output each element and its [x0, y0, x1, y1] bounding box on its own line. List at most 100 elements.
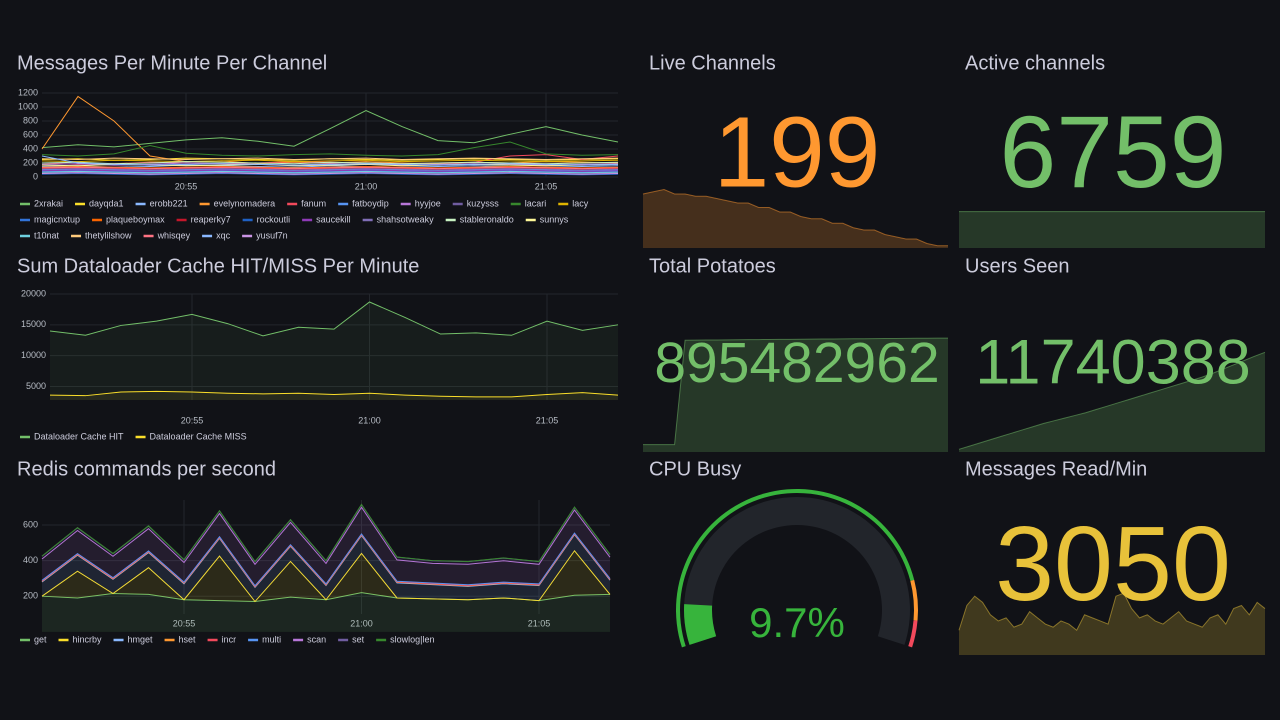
sparkline	[958, 592, 1266, 632]
y-tick-label: 800	[23, 115, 38, 125]
sparkline	[958, 351, 1266, 450]
legend-label: dayqda1	[89, 198, 124, 208]
series-line	[41, 159, 619, 163]
series-area	[42, 504, 610, 565]
gauge-threshold	[910, 579, 918, 621]
panel-title: CPU Busy	[649, 458, 741, 480]
series-line	[41, 95, 619, 165]
legend-label: Dataloader Cache HIT	[34, 431, 124, 441]
legend-label: Dataloader Cache MISS	[150, 431, 247, 441]
y-tick-label: 400	[23, 555, 38, 565]
series-line	[41, 506, 611, 566]
stat-value: 3050	[995, 505, 1231, 623]
y-tick-label: 0	[33, 171, 38, 181]
legend-label: hset	[179, 634, 197, 644]
panel-title: Messages Per Minute Per Channel	[17, 52, 327, 74]
gauge-threshold	[908, 620, 918, 648]
legend-label: scan	[307, 634, 326, 644]
series-line	[41, 169, 619, 172]
y-tick-label: 400	[23, 143, 38, 153]
series-line	[49, 390, 619, 398]
series-area	[42, 534, 610, 602]
legend-label: hmget	[128, 634, 154, 644]
series-line	[41, 155, 619, 166]
y-tick-label: 1200	[18, 87, 38, 97]
legend-label: slowlog|len	[390, 634, 434, 644]
series-line	[41, 157, 619, 161]
series-line	[41, 166, 619, 170]
y-tick-label: 200	[23, 157, 38, 167]
x-tick-label: 21:05	[536, 415, 559, 425]
legend-label: reaperky7	[191, 214, 231, 224]
legend-label: plaqueboymax	[106, 214, 165, 224]
series-line	[41, 168, 619, 171]
legend-label: multi	[262, 634, 281, 644]
legend-label: hincrby	[73, 634, 103, 644]
legend-label: kuzysss	[467, 198, 500, 208]
x-tick-label: 20:55	[173, 618, 196, 628]
y-tick-label: 1000	[18, 101, 38, 111]
x-tick-label: 21:00	[350, 618, 373, 628]
legend-label: xqc	[216, 230, 231, 240]
legend-label: fatboydip	[352, 198, 389, 208]
series-line	[41, 168, 619, 172]
y-tick-label: 20000	[21, 288, 46, 298]
series-area	[42, 550, 610, 602]
legend-label: hyyjoe	[415, 198, 441, 208]
sparkline	[643, 337, 949, 446]
legend-label: fanum	[301, 198, 326, 208]
series-line	[41, 549, 611, 603]
panel-title: Redis commands per second	[17, 458, 276, 480]
legend-label: magicnxtup	[34, 214, 80, 224]
legend-label: stableronaldo	[460, 214, 514, 224]
legend-label: get	[34, 634, 47, 644]
y-tick-label: 200	[23, 591, 38, 601]
legend-label: whisqey	[157, 230, 191, 240]
y-tick-label: 600	[23, 129, 38, 139]
legend-label: rockoutli	[257, 214, 291, 224]
series-line	[41, 172, 619, 175]
stat-value: 199	[714, 96, 881, 208]
series-line	[49, 301, 619, 337]
series-line	[41, 165, 619, 169]
y-tick-label: 15000	[21, 319, 46, 329]
stat-value: 11740388	[975, 328, 1251, 398]
y-tick-label: 10000	[21, 350, 46, 360]
series-line	[41, 161, 619, 165]
legend-label: saucekill	[316, 214, 351, 224]
legend-label: lacy	[572, 198, 589, 208]
sparkline-area	[959, 593, 1265, 655]
sparkline	[642, 188, 948, 247]
legend-label: erobb221	[150, 198, 188, 208]
series-area	[42, 592, 610, 632]
series-area	[50, 302, 618, 400]
legend-label: t10nat	[34, 230, 60, 240]
series-area	[50, 391, 618, 400]
panel-title: Users Seen	[965, 255, 1070, 277]
legend-label: 2xrakai	[34, 198, 63, 208]
series-line	[41, 170, 619, 174]
sparkline-area	[643, 338, 948, 452]
series-line	[41, 109, 619, 149]
panel-title: Active channels	[965, 52, 1105, 74]
y-tick-label: 5000	[26, 381, 46, 391]
legend-label: shahsotweaky	[377, 214, 435, 224]
panel-title: Messages Read/Min	[965, 458, 1147, 480]
sparkline-area	[959, 352, 1265, 452]
x-tick-label: 20:55	[181, 415, 204, 425]
stat-value: 6759	[1000, 95, 1227, 209]
series-line	[41, 503, 611, 563]
gauge-track	[683, 496, 910, 645]
legend-label: thetylilshow	[85, 230, 132, 240]
gauge-label: 9.7%	[749, 599, 845, 646]
gauge-value	[684, 604, 717, 645]
legend-label: incr	[222, 634, 237, 644]
series-line	[41, 532, 611, 587]
x-tick-label: 20:55	[175, 181, 198, 191]
x-tick-label: 21:00	[355, 181, 378, 191]
legend-label: yusuf7n	[256, 230, 288, 240]
series-line	[41, 171, 619, 175]
legend-label: sunnys	[540, 214, 569, 224]
panel-title: Live Channels	[649, 52, 776, 74]
sparkline-area	[959, 211, 1265, 248]
